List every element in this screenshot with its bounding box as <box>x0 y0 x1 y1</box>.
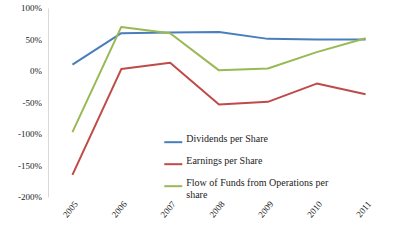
legend-label-line: Dividends per Share <box>186 133 268 144</box>
lines <box>72 27 365 175</box>
x-tick-label: 2007 <box>158 199 178 220</box>
x-tick: 2007 <box>158 197 178 219</box>
x-tick: 2005 <box>61 197 81 219</box>
y-tick: -200% <box>18 192 48 202</box>
y-tick: -100% <box>18 129 48 139</box>
x-tick-label: 2005 <box>61 199 81 220</box>
y-tick: 50% <box>26 35 49 45</box>
y-tick: -150% <box>18 161 48 171</box>
x-tick-label: 2008 <box>207 199 227 220</box>
x-tick: 2008 <box>207 197 227 219</box>
x-axis-line <box>49 197 391 198</box>
legend-item: Earnings per Share <box>164 155 263 166</box>
x-tick: 2006 <box>110 197 130 219</box>
legend: Dividends per Share Earnings per Share Flo… <box>164 133 329 200</box>
y-tick-label: 50% <box>26 35 43 45</box>
y-tick-label: -100% <box>18 129 42 139</box>
y-tick-label: 0% <box>30 66 43 76</box>
legend-label: Dividends per Share <box>186 133 268 144</box>
x-tick-label: 2009 <box>256 199 276 220</box>
y-tick-label: -200% <box>18 192 42 202</box>
x-axis: 2005 2006 2007 2008 2009 2010 2011 <box>49 197 391 219</box>
x-tick: 2009 <box>256 197 276 219</box>
legend-swatch <box>164 163 182 165</box>
legend-swatch <box>164 185 182 187</box>
plot: -200% -150% -100% -50% 0% 50% 100% 2005 2006 2007… <box>18 3 391 219</box>
y-tick-label: -50% <box>23 98 43 108</box>
x-tick-label: 2011 <box>354 199 373 219</box>
y-tick-label: -150% <box>18 161 42 171</box>
legend-swatch <box>164 141 182 143</box>
y-tick-label: 100% <box>21 3 43 13</box>
legend-label-line: Flow of Funds from Operations per <box>186 177 329 188</box>
y-tick: -50% <box>23 98 49 108</box>
y-axis-line <box>48 9 49 198</box>
x-tick-label: 2010 <box>305 199 325 220</box>
series-line <box>72 27 365 132</box>
legend-label-line: Earnings per Share <box>186 155 263 166</box>
x-tick: 2011 <box>354 197 373 219</box>
chart: -200% -150% -100% -50% 0% 50% 100% 2005 2006 2007… <box>0 0 400 233</box>
legend-label: Flow of Funds from Operations pershare <box>186 177 329 200</box>
y-axis: -200% -150% -100% -50% 0% 50% 100% <box>18 3 49 202</box>
legend-item: Dividends per Share <box>164 133 268 144</box>
legend-item: Flow of Funds from Operations pershare <box>164 177 329 200</box>
series-line <box>72 63 365 175</box>
y-tick: 0% <box>30 66 48 76</box>
y-tick: 100% <box>21 3 48 13</box>
x-tick: 2010 <box>305 197 325 219</box>
x-tick-label: 2006 <box>110 199 130 220</box>
legend-label-line: share <box>186 189 208 200</box>
legend-label: Earnings per Share <box>186 155 263 166</box>
